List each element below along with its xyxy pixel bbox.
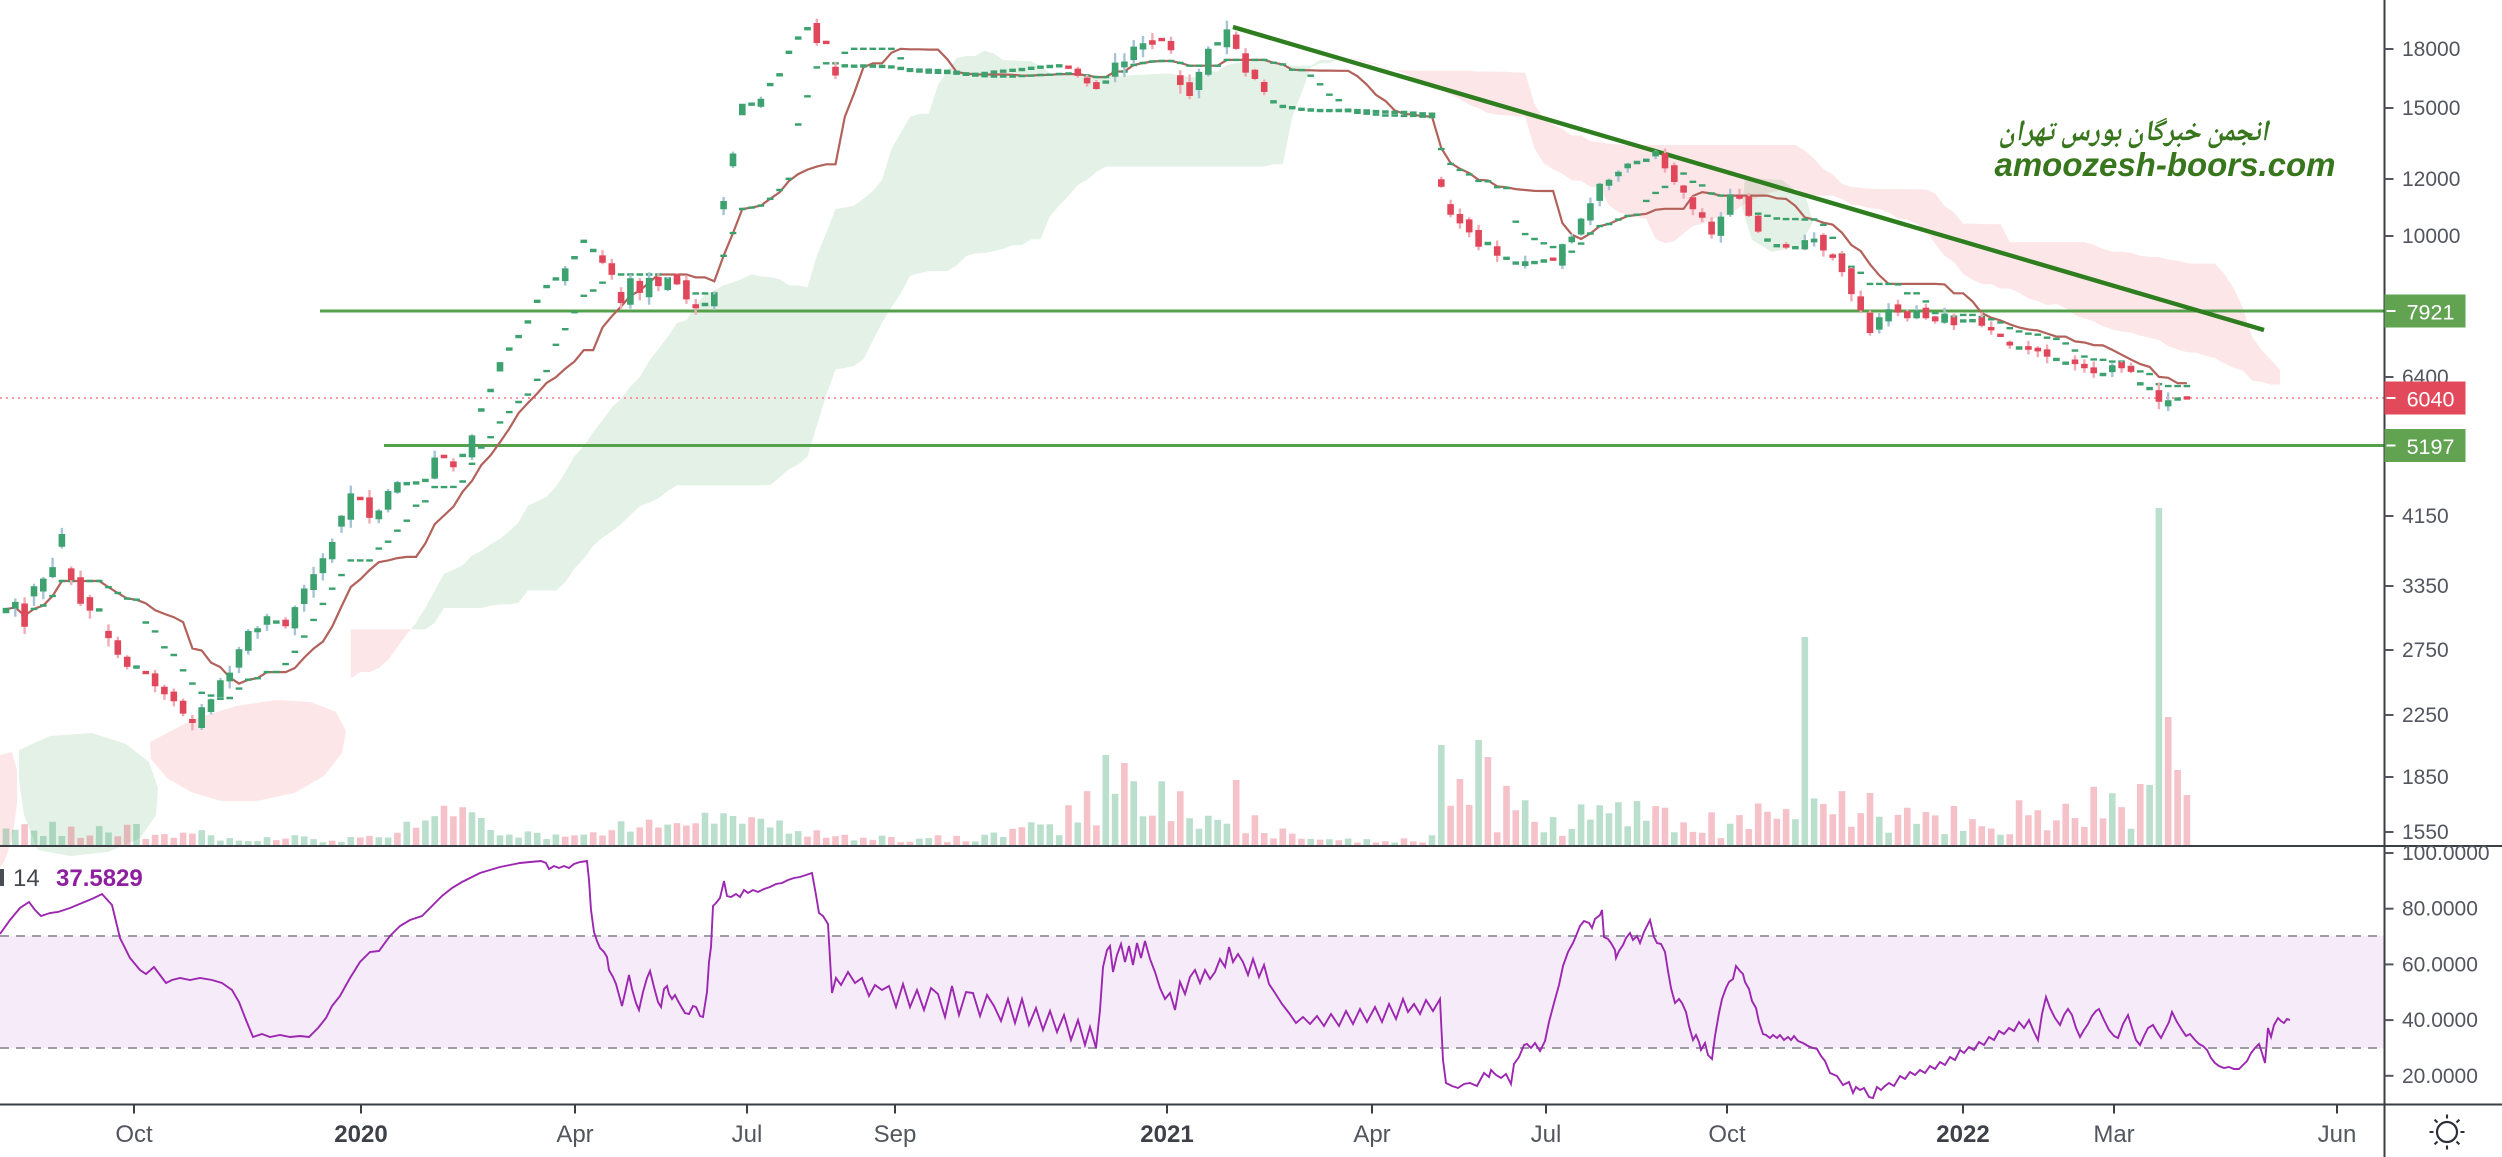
svg-text:2750: 2750 [2402,639,2449,662]
svg-text:Apr: Apr [1353,1121,1390,1148]
svg-text:Sep: Sep [874,1121,917,1148]
svg-text:amoozesh-boors.com: amoozesh-boors.com [1994,146,2335,183]
svg-text:37.5829: 37.5829 [56,865,143,892]
svg-text:2022: 2022 [1936,1121,1989,1148]
svg-text:2021: 2021 [1140,1121,1193,1148]
svg-text:2020: 2020 [334,1121,387,1148]
svg-text:7921: 7921 [2407,301,2455,325]
svg-text:5197: 5197 [2407,435,2455,459]
svg-text:40.0000: 40.0000 [2402,1009,2478,1032]
svg-text:6040: 6040 [2407,388,2455,412]
svg-text:100.0000: 100.0000 [2402,842,2490,865]
svg-text:Mar: Mar [2093,1121,2134,1148]
svg-text:3350: 3350 [2402,575,2449,598]
svg-text:2250: 2250 [2402,704,2449,727]
svg-text:Jul: Jul [1531,1121,1562,1148]
svg-text:10000: 10000 [2402,225,2460,248]
svg-text:Apr: Apr [556,1121,593,1148]
svg-text:12000: 12000 [2402,168,2460,191]
svg-text:Oct: Oct [115,1121,153,1148]
svg-text:Jul: Jul [732,1121,763,1148]
svg-text:18000: 18000 [2402,38,2460,61]
svg-text:15000: 15000 [2402,97,2460,120]
svg-text:14: 14 [13,865,40,892]
svg-text:20.0000: 20.0000 [2402,1065,2478,1088]
svg-text:4150: 4150 [2402,505,2449,528]
svg-text:60.0000: 60.0000 [2402,953,2478,976]
svg-text:1550: 1550 [2402,821,2449,844]
svg-text:Oct: Oct [1708,1121,1746,1148]
svg-text:1850: 1850 [2402,766,2449,789]
svg-text:80.0000: 80.0000 [2402,898,2478,921]
svg-text:Jun: Jun [2318,1121,2357,1148]
